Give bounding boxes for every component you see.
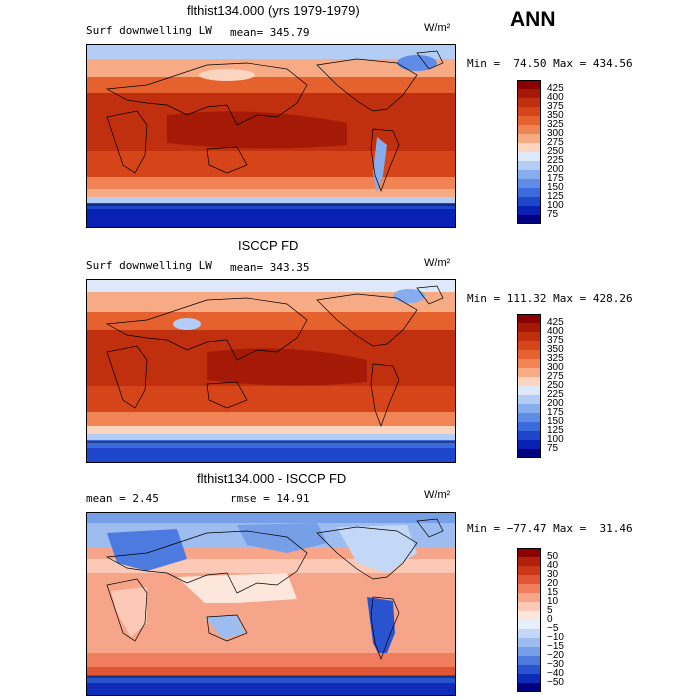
colorbar-label: 325 [547, 119, 564, 130]
colorbar-label: 350 [547, 344, 564, 355]
panel3-units: W/m² [424, 489, 451, 501]
panel3-map [86, 512, 456, 696]
panel3-mean: mean = 2.45 [86, 492, 159, 505]
colorbar-label: −15 [547, 641, 564, 652]
panel1-mean: mean= 345.79 [230, 26, 310, 39]
colorbar-label: −20 [547, 650, 564, 661]
colorbar-label: 100 [547, 200, 564, 211]
season-label: ANN [510, 8, 556, 31]
colorbar-label: 225 [547, 155, 564, 166]
colorbar-label: 350 [547, 110, 564, 121]
panel2-title: ISCCP FD [238, 238, 299, 253]
panel1-variable: Surf downwelling LW [86, 24, 212, 37]
colorbar-label: 425 [547, 317, 564, 328]
panel2-variable: Surf downwelling LW [86, 259, 212, 272]
colorbar-label: 5 [547, 605, 553, 616]
panel3-rmse: rmse = 14.91 [230, 492, 310, 505]
colorbar-label: 325 [547, 353, 564, 364]
colorbar-label: 125 [547, 191, 564, 202]
colorbar-label: −50 [547, 677, 564, 688]
colorbar-label: 75 [547, 209, 559, 220]
colorbar-label: 0 [547, 614, 553, 625]
panel3-title: flthist134.000 - ISCCP FD [197, 471, 347, 486]
colorbar-label: 275 [547, 371, 564, 382]
panel2-minmax: Min = 111.32 Max = 428.26 [467, 292, 633, 305]
colorbar-label: 10 [547, 596, 559, 607]
colorbar-label: 20 [547, 578, 559, 589]
colorbar-label: 200 [547, 164, 564, 175]
colorbar-label: 30 [547, 569, 559, 580]
colorbar-label: −40 [547, 668, 564, 679]
panel1-units: W/m² [424, 22, 451, 34]
panel2-units: W/m² [424, 257, 451, 269]
colorbar-label: 225 [547, 389, 564, 400]
colorbar-label: 400 [547, 92, 564, 103]
panel3-colorbar [517, 548, 541, 692]
colorbar-label: 400 [547, 326, 564, 337]
panel1-colorbar [517, 80, 541, 224]
panel1-map [86, 44, 456, 228]
colorbar-label: 75 [547, 443, 559, 454]
colorbar-label: −30 [547, 659, 564, 670]
colorbar-label: 250 [547, 380, 564, 391]
colorbar-label: 40 [547, 560, 559, 571]
panel1-minmax: Min = 74.50 Max = 434.56 [467, 57, 633, 70]
colorbar-label: 300 [547, 128, 564, 139]
colorbar-label: 50 [547, 551, 559, 562]
colorbar-label: 125 [547, 425, 564, 436]
panel2-mean: mean= 343.35 [230, 261, 310, 274]
panel2-map [86, 279, 456, 463]
panel1-title: flthist134.000 (yrs 1979-1979) [187, 3, 360, 18]
colorbar-label: −10 [547, 632, 564, 643]
colorbar-label: 300 [547, 362, 564, 373]
colorbar-label: 375 [547, 335, 564, 346]
colorbar-label: 150 [547, 182, 564, 193]
colorbar-label: 200 [547, 398, 564, 409]
colorbar-label: 250 [547, 146, 564, 157]
colorbar-label: 425 [547, 83, 564, 94]
colorbar-label: 275 [547, 137, 564, 148]
colorbar-label: 375 [547, 101, 564, 112]
colorbar-label: 100 [547, 434, 564, 445]
panel3-minmax: Min = −77.47 Max = 31.46 [467, 522, 633, 535]
colorbar-label: −5 [547, 623, 559, 634]
colorbar-label: 175 [547, 407, 564, 418]
colorbar-label: 175 [547, 173, 564, 184]
colorbar-label: 150 [547, 416, 564, 427]
colorbar-label: 15 [547, 587, 559, 598]
panel2-colorbar [517, 314, 541, 458]
